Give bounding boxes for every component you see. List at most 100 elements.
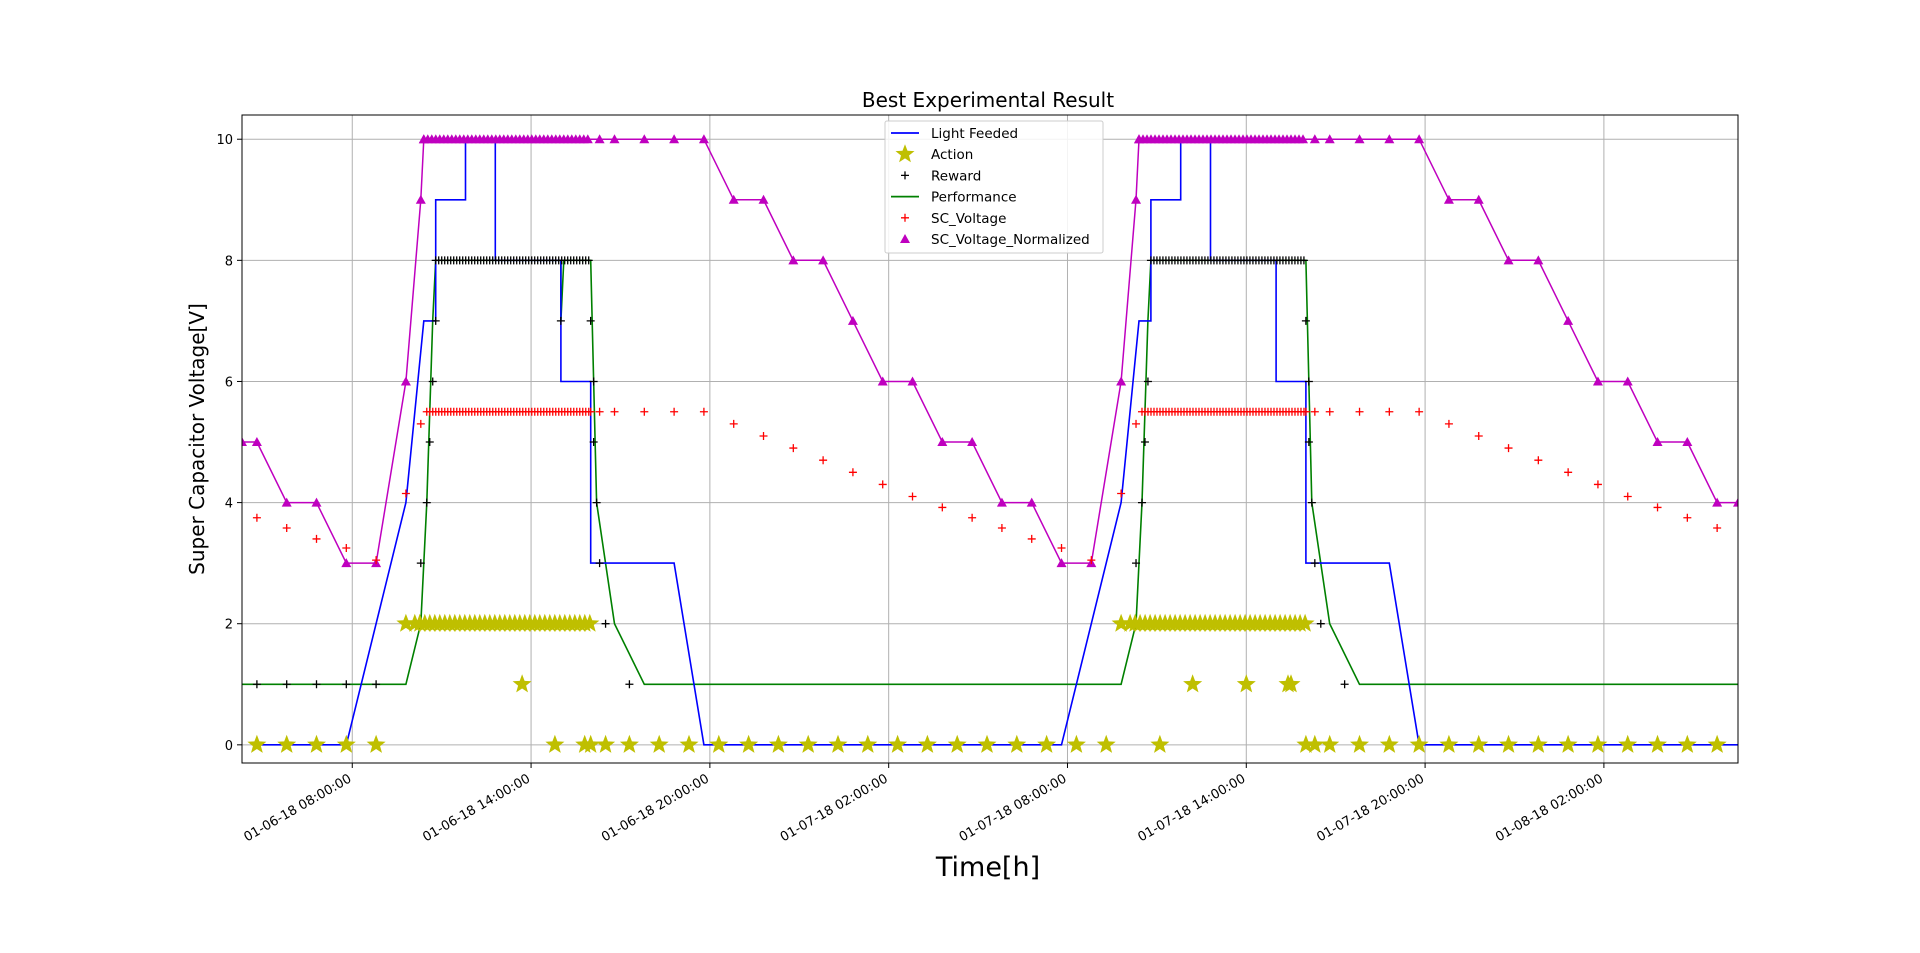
data-point [1087,556,1096,565]
data-point [1117,489,1126,498]
data-point [1528,734,1548,753]
legend-label: Reward [931,168,981,184]
data-point [1444,419,1453,428]
data-point [1623,492,1632,501]
data-point [848,468,857,477]
data-point [937,437,948,447]
data-point [1134,134,1145,144]
data-point [581,734,601,753]
data-point [582,134,593,144]
data-point [592,498,601,507]
legend-item: Reward [901,168,981,184]
data-point [1707,734,1727,753]
data-point [1096,734,1116,753]
data-point [1310,559,1319,568]
data-point [1504,444,1513,453]
data-point [1183,674,1203,693]
data-point [307,734,326,753]
data-point [1652,437,1663,447]
data-point [1503,255,1514,265]
data-point [1007,734,1027,753]
data-point [1325,407,1334,416]
data-point [281,497,292,507]
legend-label: Action [931,147,973,163]
data-point [336,734,356,753]
legend-item: SC_Voltage [901,211,1006,227]
data-point [1563,315,1574,325]
data-point [1027,534,1036,543]
data-point [1304,377,1313,386]
data-point [431,316,440,325]
data-point [596,734,616,753]
x-axis-label: Time[h] [935,852,1040,883]
data-point [1295,613,1315,632]
data-point [311,497,322,507]
data-point [1648,734,1667,753]
data-point [1137,498,1146,507]
data-point [1281,674,1301,693]
data-point [669,134,680,144]
data-point [1415,407,1424,416]
data-point [1533,255,1544,265]
legend: Light Feeded Action Reward Performance SC_Vo… [884,120,1104,254]
data-point [282,524,291,533]
data-point [341,558,352,568]
data-point [1132,559,1141,568]
data-point [594,134,605,144]
data-point [1320,734,1340,753]
data-point [1305,734,1325,753]
data-point [1683,513,1692,522]
data-point [789,444,798,453]
data-point [1653,503,1662,512]
series-reward [252,256,1349,689]
data-point [586,316,595,325]
legend-item: Performance [891,190,1017,206]
data-point [372,680,381,689]
data-point [1307,498,1316,507]
data-point [1066,734,1086,753]
data-point [1439,734,1459,753]
data-point [625,680,634,689]
data-point [1131,194,1142,204]
data-point [1355,407,1364,416]
series-sc-voltage [252,407,1722,565]
legend-label: SC_Voltage_Normalized [931,232,1090,248]
y-tick-label: 0 [225,739,233,754]
data-point [1037,734,1057,753]
data-point [1558,734,1578,753]
legend-swatch [901,213,909,222]
legend-label: SC_Voltage [931,211,1006,227]
data-point [372,556,381,565]
data-point [819,456,828,465]
data-point [1056,558,1067,568]
data-point [1384,134,1395,144]
data-point [418,134,429,144]
legend-item: SC_Voltage_Normalized [900,232,1090,248]
data-point [1534,456,1543,465]
y-tick-label: 4 [225,497,233,512]
data-point [1301,316,1310,325]
data-point [1443,194,1454,204]
data-point [586,407,595,416]
data-point [512,674,532,693]
data-point [415,194,426,204]
series-sc-voltage-normalized [242,134,1738,568]
data-point [1298,134,1309,144]
data-point [1474,431,1483,440]
data-point [768,734,788,753]
data-point [1150,734,1170,753]
chart-title: Best Experimental Result [862,88,1114,112]
data-point [595,407,604,416]
data-point [1026,497,1037,507]
data-point [728,194,739,204]
series-action [247,613,1727,753]
data-point [877,376,888,386]
data-point [252,513,261,522]
data-point [759,431,768,440]
data-point [342,680,351,689]
data-point [1350,734,1369,753]
data-point [400,376,411,386]
data-point [858,734,878,753]
series-line [256,138,1738,746]
data-point [1622,376,1633,386]
